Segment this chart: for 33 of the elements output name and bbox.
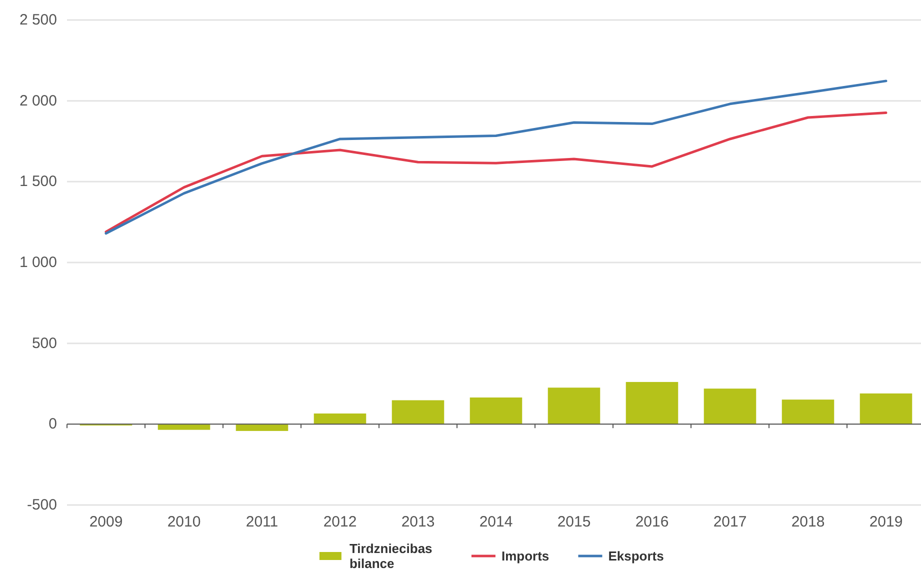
bar <box>704 388 756 424</box>
y-tick-label: 2 000 <box>19 92 57 110</box>
y-tick-label: 1 500 <box>19 173 57 190</box>
legend-label: Eksports <box>608 548 664 564</box>
bar <box>626 382 678 424</box>
x-tick-label: 2014 <box>479 514 513 530</box>
y-tick-label: 1 000 <box>19 254 57 271</box>
bar <box>314 413 366 424</box>
y-tick-label: 500 <box>32 334 57 352</box>
x-tick-label: 2013 <box>401 514 435 530</box>
x-tick-label: 2009 <box>89 514 123 530</box>
y-tick-label: 2 500 <box>19 12 57 28</box>
y-tick-label: 0 <box>48 416 57 433</box>
bar <box>236 424 288 431</box>
x-tick-label: 2010 <box>167 514 201 530</box>
x-tick-label: 2012 <box>323 514 357 530</box>
bar <box>158 424 210 430</box>
x-tick-label: 2019 <box>869 514 903 530</box>
x-tick-label: 2011 <box>246 514 278 530</box>
bar <box>860 393 912 424</box>
bar <box>548 388 600 424</box>
bar <box>392 400 444 424</box>
legend-label: Tirdzniecibas bilance <box>349 541 432 571</box>
line-series <box>104 80 888 235</box>
x-tick-label: 2015 <box>557 514 591 530</box>
bar <box>782 400 834 424</box>
legend-label: Imports <box>501 548 550 564</box>
y-tick-label: -500 <box>26 496 57 514</box>
x-tick-label: 2018 <box>791 514 825 530</box>
x-tick-label: 2017 <box>713 514 747 530</box>
bar <box>470 397 522 424</box>
line-series <box>104 112 888 234</box>
x-tick-label: 2016 <box>635 514 669 530</box>
